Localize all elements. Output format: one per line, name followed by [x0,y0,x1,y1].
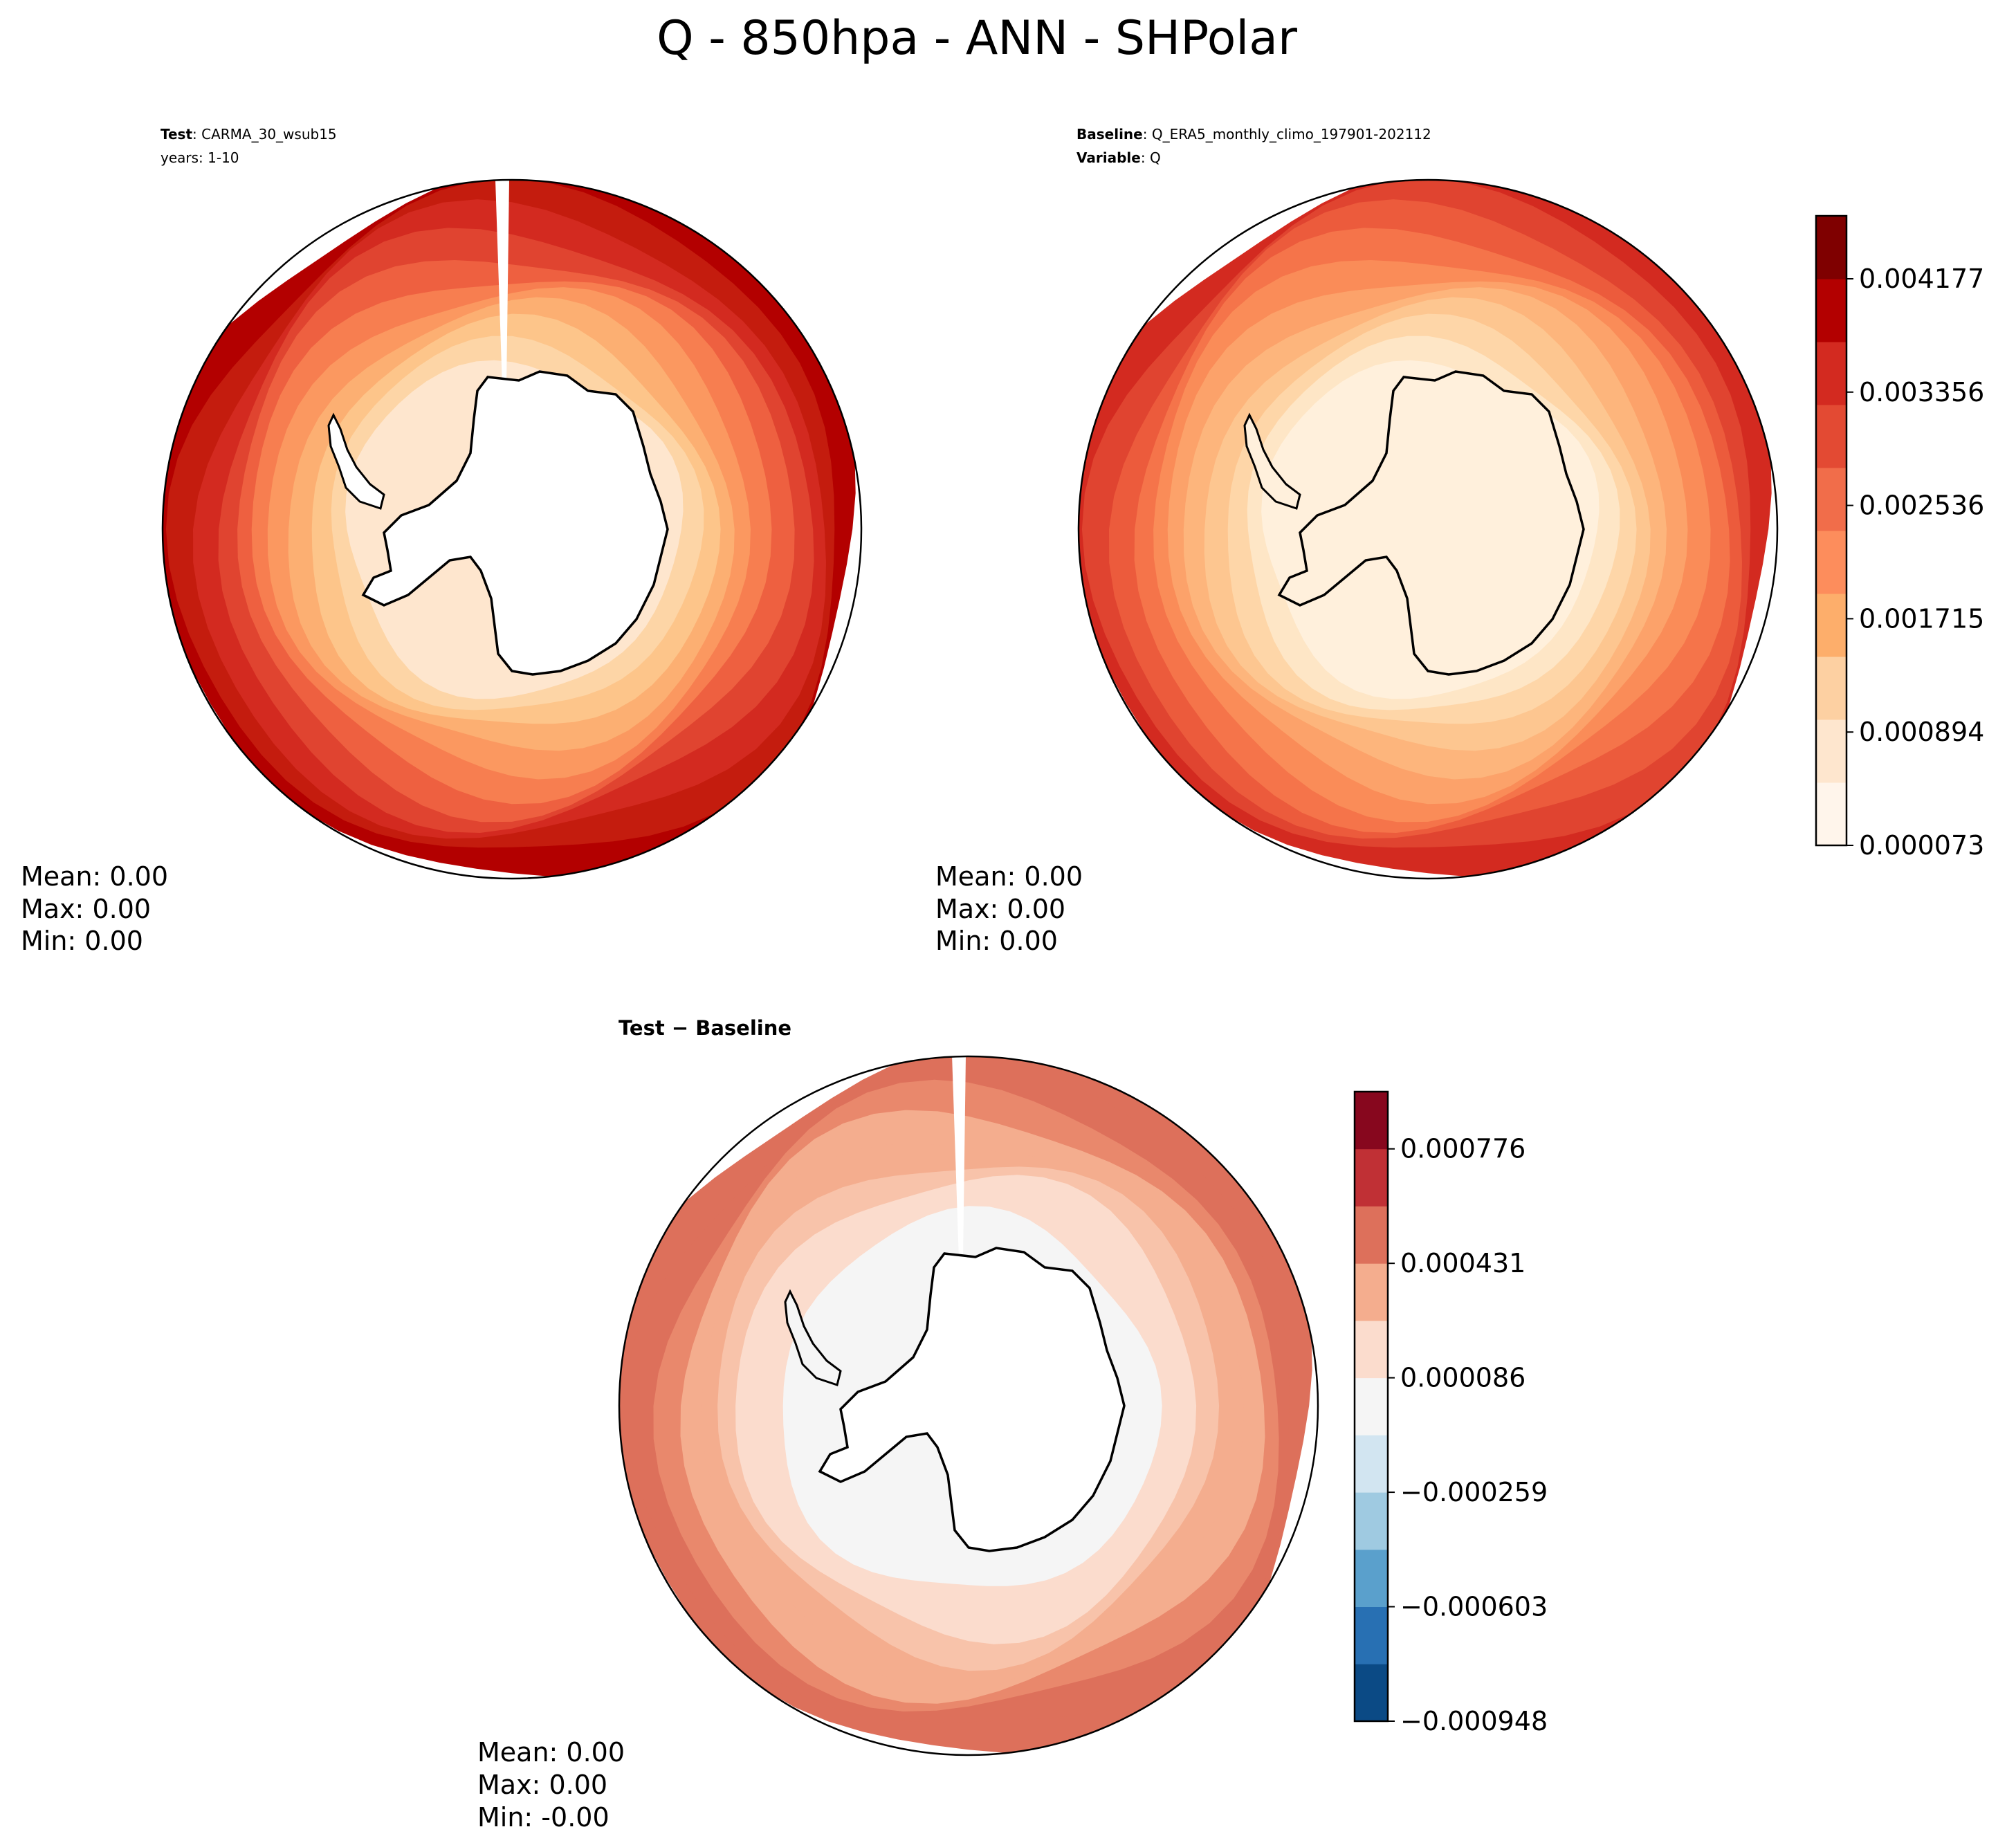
abs-cbar-swatch-4 [1816,531,1847,594]
panel-test: Test: CARMA_30_wsub15 years: 1-10 Mean: … [21,126,863,956]
diff-cbar-swatch-0 [1355,1664,1388,1722]
diff-cbar-swatch-2 [1355,1549,1388,1607]
diff-cbar-tick-label-5: −0.000948 [1400,1706,1548,1736]
diff-cbar-swatch-3 [1355,1492,1388,1550]
diff-cbar-swatch-7 [1355,1263,1388,1321]
test-stat-mean: Mean: 0.00 [21,861,168,892]
abs-cbar-swatch-0 [1816,782,1847,846]
abs-cbar-swatch-9 [1816,216,1847,279]
diff-cbar-swatch-10 [1355,1092,1388,1150]
diff-cbar-swatch-8 [1355,1206,1388,1264]
abs-cbar-swatch-5 [1816,468,1847,531]
abs-cbar-tick-label-0: 0.004177 [1859,264,1984,294]
panel-diff-label: Test − Baseline [618,1016,791,1040]
abs-cbar-tick-label-4: 0.000894 [1859,717,1984,747]
panel-baseline-label-line-1: Baseline: Q_ERA5_monthly_climo_197901-20… [1076,126,1431,143]
abs-cbar-tick-label-1: 0.003356 [1859,377,1984,407]
diff-cbar-swatch-9 [1355,1148,1388,1206]
test-map-boundary [161,178,863,880]
colorbar-difference: 0.000776 0.000431 0.000086 −0.000259 −0.0006… [1353,1090,1548,1736]
abs-cbar-swatch-8 [1816,279,1847,342]
abs-cbar-swatch-7 [1816,342,1847,405]
diff-cbar-tick-label-1: 0.000431 [1400,1248,1525,1278]
baseline-stat-mean: Mean: 0.00 [935,861,1083,892]
abs-cbar-swatch-6 [1816,405,1847,468]
diff-data-gap [952,1055,966,1259]
test-stat-max: Max: 0.00 [21,894,151,924]
abs-cbar-frame [1815,214,1848,847]
baseline-stat-max: Max: 0.00 [935,894,1065,924]
abs-cbar-swatch-1 [1816,719,1847,783]
diff-stat-max: Max: 0.00 [477,1770,607,1800]
baseline-map-boundary [1077,178,1779,880]
abs-cbar-tick-label-3: 0.001715 [1859,603,1984,634]
panel-test-label-line-2: years: 1-10 [161,149,239,166]
diff-cbar-swatch-6 [1355,1320,1388,1379]
colorbar-absolute: 0.004177 0.003356 0.002536 0.001715 0.000894… [1815,214,1984,861]
test-data-gap [495,180,509,387]
diff-stat-mean: Mean: 0.00 [477,1737,625,1768]
diff-cbar-tick-label-3: −0.000259 [1400,1477,1548,1507]
diff-cbar-swatch-4 [1355,1435,1388,1493]
test-stat-min: Min: 0.00 [21,926,143,956]
abs-cbar-tick-label-2: 0.002536 [1859,490,1984,521]
diff-map-boundary [618,1055,1319,1756]
panel-baseline: Baseline: Q_ERA5_monthly_climo_197901-20… [935,126,1779,956]
baseline-stat-min: Min: 0.00 [935,926,1058,956]
panel-baseline-label-line-2: Variable: Q [1076,149,1161,166]
diff-stat-min: Min: -0.00 [477,1802,610,1833]
abs-cbar-swatch-3 [1816,594,1847,657]
diff-cbar-tick-label-2: 0.000086 [1400,1363,1525,1393]
panel-test-label-line-1: Test: CARMA_30_wsub15 [161,126,337,143]
diff-cbar-tick-label-4: −0.000603 [1400,1592,1548,1622]
diff-cbar-swatch-1 [1355,1606,1388,1664]
figure-title: Q - 850hpa - ANN - SHPolar [657,11,1297,66]
diff-cbar-frame [1353,1090,1389,1723]
abs-cbar-tick-label-5: 0.000073 [1859,830,1984,861]
panel-difference: Test − Baseline Mean: 0.00 Max: 0.00 Min… [477,1016,1319,1833]
diff-cbar-tick-label-0: 0.000776 [1400,1134,1525,1164]
diff-cbar-swatch-5 [1355,1377,1388,1435]
abs-cbar-swatch-2 [1816,657,1847,720]
